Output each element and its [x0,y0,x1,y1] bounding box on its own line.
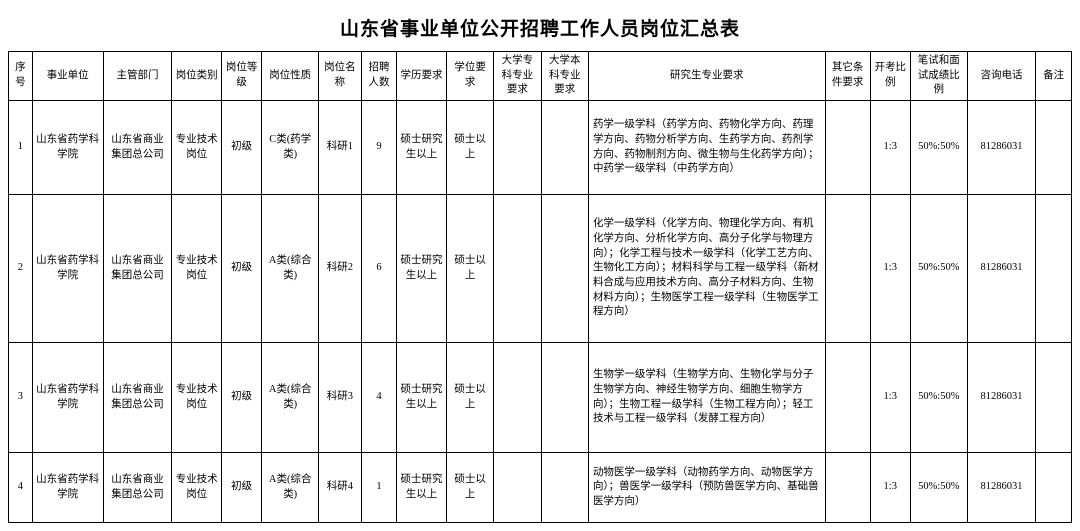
cell-note [1036,453,1072,523]
cell-pname: 科研3 [319,343,362,453]
cell-spec1 [494,343,541,453]
cell-edu: 硕士研究生以上 [397,101,447,195]
cell-phone: 81286031 [967,453,1036,523]
cell-unit: 山东省药学科学院 [32,195,103,343]
cell-note [1036,343,1072,453]
cell-other [825,453,870,523]
page-title: 山东省事业单位公开招聘工作人员岗位汇总表 [8,8,1072,51]
cell-phone: 81286031 [967,195,1036,343]
cell-phone: 81286031 [967,101,1036,195]
cell-dept: 山东省商业集团总公司 [103,343,172,453]
th-note: 备注 [1036,52,1072,101]
cell-score: 50%:50% [910,453,967,523]
cell-pnum: 9 [361,101,397,195]
th-spec1: 大学专科专业要求 [494,52,541,101]
cell-dept: 山东省商业集团总公司 [103,453,172,523]
th-edu: 学历要求 [397,52,447,101]
cell-grad: 生物学一级学科（生物学方向、生物化学与分子生物学方向、神经生物学方向、细胞生物学… [588,343,825,453]
table-row: 1 山东省药学科学院 山东省商业集团总公司 专业技术岗位 初级 C类(药学类) … [9,101,1072,195]
cell-spec1 [494,453,541,523]
cell-other [825,343,870,453]
cell-plev: 初级 [222,343,262,453]
cell-spec2 [541,195,588,343]
cell-spec1 [494,101,541,195]
cell-spec1 [494,195,541,343]
th-ptype: 岗位类别 [172,52,222,101]
th-other: 其它条件要求 [825,52,870,101]
cell-edu: 硕士研究生以上 [397,453,447,523]
cell-note [1036,195,1072,343]
cell-ptype: 专业技术岗位 [172,195,222,343]
cell-ptype: 专业技术岗位 [172,453,222,523]
cell-ptype: 专业技术岗位 [172,343,222,453]
cell-ratio: 1:3 [870,453,910,523]
cell-unit: 山东省药学科学院 [32,101,103,195]
cell-pname: 科研2 [319,195,362,343]
cell-score: 50%:50% [910,343,967,453]
cell-unit: 山东省药学科学院 [32,343,103,453]
cell-ratio: 1:3 [870,101,910,195]
cell-pnat: A类(综合类) [262,343,319,453]
th-pname: 岗位名称 [319,52,362,101]
recruitment-table: 序号 事业单位 主管部门 岗位类别 岗位等级 岗位性质 岗位名称 招聘人数 学历… [8,51,1072,523]
th-plev: 岗位等级 [222,52,262,101]
cell-pnat: A类(综合类) [262,453,319,523]
cell-seq: 2 [9,195,33,343]
cell-pnum: 1 [361,453,397,523]
th-ratio: 开考比例 [870,52,910,101]
th-score: 笔试和面试成绩比例 [910,52,967,101]
table-header-row: 序号 事业单位 主管部门 岗位类别 岗位等级 岗位性质 岗位名称 招聘人数 学历… [9,52,1072,101]
cell-ratio: 1:3 [870,343,910,453]
cell-phone: 81286031 [967,343,1036,453]
cell-pname: 科研4 [319,453,362,523]
cell-deg: 硕士以上 [446,195,493,343]
cell-edu: 硕士研究生以上 [397,195,447,343]
cell-ptype: 专业技术岗位 [172,101,222,195]
cell-grad: 化学一级学科（化学方向、物理化学方向、有机化学方向、分析化学方向、高分子化学与物… [588,195,825,343]
cell-score: 50%:50% [910,195,967,343]
cell-pnat: A类(综合类) [262,195,319,343]
cell-pname: 科研1 [319,101,362,195]
table-row: 3 山东省药学科学院 山东省商业集团总公司 专业技术岗位 初级 A类(综合类) … [9,343,1072,453]
th-spec2: 大学本科专业要求 [541,52,588,101]
cell-plev: 初级 [222,453,262,523]
cell-plev: 初级 [222,195,262,343]
cell-ratio: 1:3 [870,195,910,343]
cell-edu: 硕士研究生以上 [397,343,447,453]
cell-pnum: 6 [361,195,397,343]
cell-spec2 [541,343,588,453]
cell-other [825,101,870,195]
cell-seq: 4 [9,453,33,523]
cell-seq: 1 [9,101,33,195]
th-phone: 咨询电话 [967,52,1036,101]
th-deg: 学位要求 [446,52,493,101]
th-pnat: 岗位性质 [262,52,319,101]
th-seq: 序号 [9,52,33,101]
th-dept: 主管部门 [103,52,172,101]
cell-pnum: 4 [361,343,397,453]
table-body: 1 山东省药学科学院 山东省商业集团总公司 专业技术岗位 初级 C类(药学类) … [9,101,1072,523]
cell-score: 50%:50% [910,101,967,195]
cell-pnat: C类(药学类) [262,101,319,195]
cell-dept: 山东省商业集团总公司 [103,101,172,195]
cell-seq: 3 [9,343,33,453]
table-row: 4 山东省药学科学院 山东省商业集团总公司 专业技术岗位 初级 A类(综合类) … [9,453,1072,523]
cell-other [825,195,870,343]
table-row: 2 山东省药学科学院 山东省商业集团总公司 专业技术岗位 初级 A类(综合类) … [9,195,1072,343]
cell-dept: 山东省商业集团总公司 [103,195,172,343]
cell-grad: 动物医学一级学科（动物药学方向、动物医学方向）；兽医学一级学科（预防兽医学方向、… [588,453,825,523]
th-pnum: 招聘人数 [361,52,397,101]
th-grad: 研究生专业要求 [588,52,825,101]
cell-deg: 硕士以上 [446,101,493,195]
cell-note [1036,101,1072,195]
cell-deg: 硕士以上 [446,343,493,453]
cell-unit: 山东省药学科学院 [32,453,103,523]
cell-deg: 硕士以上 [446,453,493,523]
cell-spec2 [541,453,588,523]
cell-grad: 药学一级学科（药学方向、药物化学方向、药理学方向、药物分析学方向、生药学方向、药… [588,101,825,195]
cell-spec2 [541,101,588,195]
cell-plev: 初级 [222,101,262,195]
th-unit: 事业单位 [32,52,103,101]
